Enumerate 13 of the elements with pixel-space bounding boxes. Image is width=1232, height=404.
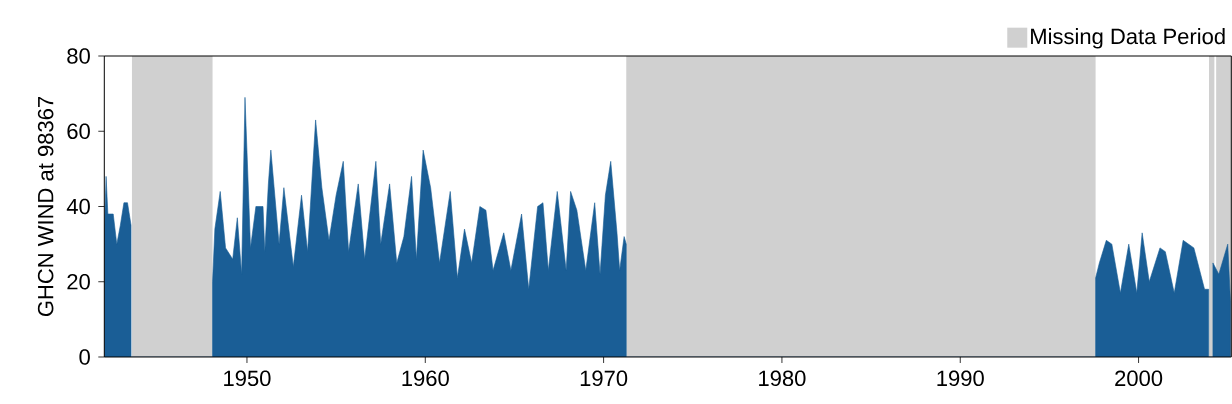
y-tick-label: 60	[67, 123, 90, 140]
x-tick-label: 1970	[580, 370, 628, 387]
y-axis-title: GHCN WIND at 98367	[37, 97, 54, 317]
x-tick-label: 1990	[937, 370, 984, 387]
x-tick-label: 1960	[402, 370, 449, 387]
legend-label: Missing Data Period	[1031, 28, 1225, 49]
x-tick-label: 2000	[1115, 370, 1163, 387]
y-tick-label: 80	[67, 48, 90, 64]
x-tick-label: 1950	[224, 370, 271, 387]
y-tick-label: 0	[79, 349, 90, 365]
x-tick-label: 1980	[759, 370, 806, 387]
y-tick-label: 40	[66, 198, 90, 215]
y-tick-label: 20	[67, 273, 90, 290]
